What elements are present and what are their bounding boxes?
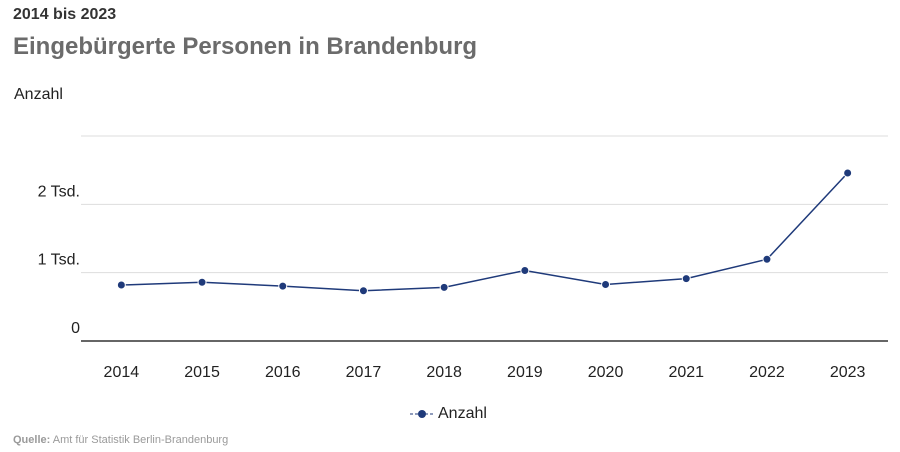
x-tick-label-2019: 2019 — [507, 364, 543, 381]
y-tick-label-0: 0 — [71, 320, 80, 337]
x-tick-label-2022: 2022 — [749, 364, 785, 381]
data-point-2022 — [762, 254, 772, 264]
series-line-0 — [121, 172, 849, 292]
data-point-2016 — [278, 281, 288, 291]
y-axis-label: Anzahl — [14, 86, 63, 103]
data-point-2019 — [520, 265, 530, 275]
data-point-2014 — [116, 280, 126, 290]
data-point-2017 — [358, 286, 368, 296]
x-tick-label-2020: 2020 — [588, 364, 624, 381]
x-tick-label-2014: 2014 — [104, 364, 140, 381]
source-note: Quelle: Amt für Statistik Berlin-Branden… — [13, 434, 228, 446]
data-point-2018 — [439, 282, 449, 292]
legend-series-marker-icon — [410, 410, 434, 418]
chart-legend[interactable]: Anzahl — [410, 405, 487, 423]
y-tick-label-1: 1 Tsd. — [38, 252, 80, 269]
x-tick-label-2017: 2017 — [346, 364, 382, 381]
x-tick-label-2015: 2015 — [184, 364, 220, 381]
legend-series-label: Anzahl — [438, 405, 487, 422]
x-tick-label-2021: 2021 — [668, 364, 704, 381]
x-tick-label-2016: 2016 — [265, 364, 301, 381]
data-point-2015 — [197, 277, 207, 287]
data-point-2020 — [601, 279, 611, 289]
chart-title: Eingebürgerte Personen in Brandenburg — [13, 33, 478, 60]
data-point-2021 — [681, 274, 691, 284]
x-tick-label-2023: 2023 — [830, 364, 866, 381]
y-tick-label-2: 2 Tsd. — [38, 183, 80, 200]
data-point-2023 — [843, 168, 853, 178]
chart-subtitle: 2014 bis 2023 — [13, 6, 117, 23]
source-text: Amt für Statistik Berlin-Brandenburg — [52, 434, 229, 446]
source-label: Quelle: — [13, 434, 51, 446]
x-tick-label-2018: 2018 — [426, 364, 462, 381]
